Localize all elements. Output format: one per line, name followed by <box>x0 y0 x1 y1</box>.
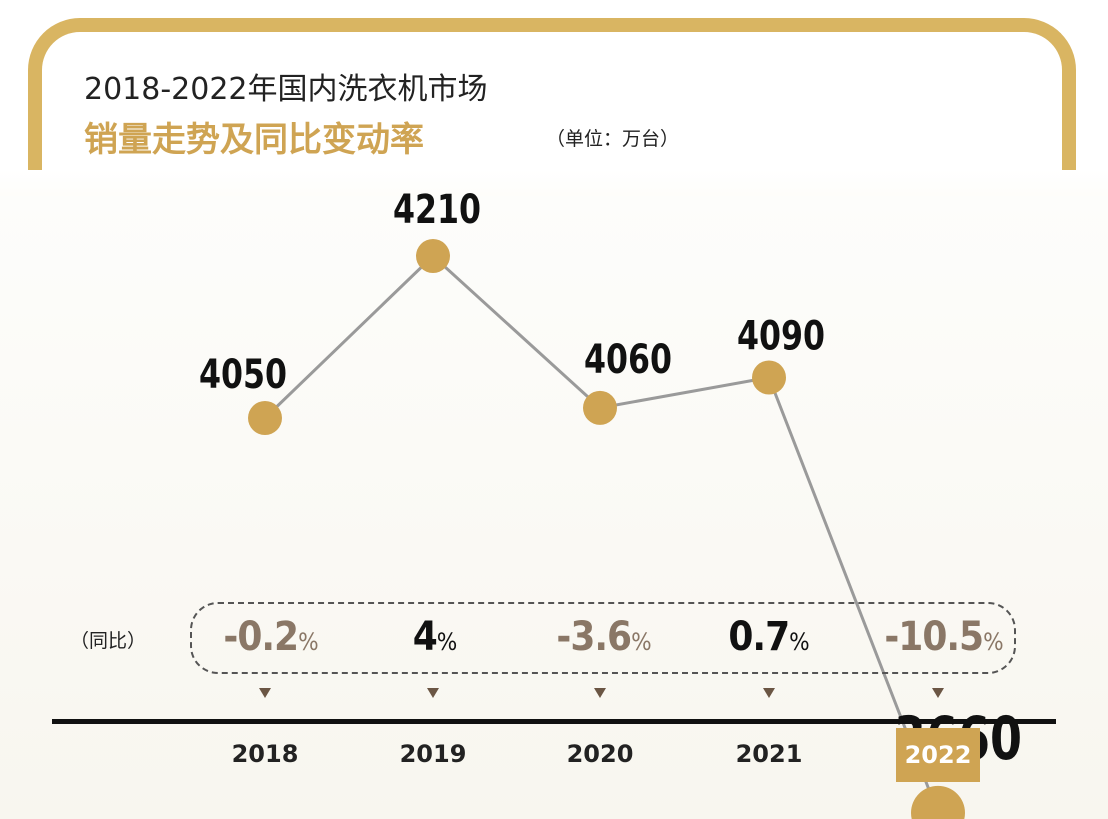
x-tick-label: 2021 <box>735 740 803 768</box>
chart-title: 2018-2022年国内洗衣机市场 <box>84 72 488 107</box>
x-axis-line <box>52 719 1056 724</box>
down-triangle-icon <box>932 688 944 698</box>
yoy-percent-sign: % <box>436 628 458 656</box>
yoy-percent-sign: % <box>789 628 810 656</box>
down-triangle-icon <box>763 688 775 698</box>
chart-panel <box>0 196 1108 819</box>
data-point <box>752 360 786 395</box>
yoy-label: （同比） <box>70 630 147 652</box>
yoy-box <box>190 602 1016 674</box>
yoy-number: 4 <box>412 614 438 660</box>
yoy-number: -0.2 <box>223 614 299 660</box>
yoy-value: 4% <box>355 614 515 660</box>
down-triangle-icon <box>259 688 271 698</box>
x-tick-label: 2019 <box>399 740 467 768</box>
x-tick-label: 2022 <box>896 728 980 782</box>
data-label: 4050 <box>199 352 287 398</box>
data-point <box>248 401 282 435</box>
down-triangle-icon <box>427 688 439 698</box>
data-point <box>911 785 965 819</box>
yoy-value: -3.6% <box>524 614 684 660</box>
unit-label: （单位：万台） <box>546 128 680 150</box>
yoy-number: 0.7 <box>728 614 790 660</box>
down-triangle-icon <box>594 688 606 698</box>
yoy-number: -3.6 <box>556 614 632 660</box>
x-tick-label: 2020 <box>566 740 634 768</box>
data-label: 4210 <box>393 187 481 233</box>
yoy-value: -0.2% <box>191 614 351 660</box>
yoy-value: 0.7% <box>689 614 849 660</box>
data-label: 4060 <box>584 337 672 383</box>
data-label: 4090 <box>737 314 825 360</box>
yoy-percent-sign: % <box>298 628 319 656</box>
yoy-number: -10.5 <box>884 614 984 660</box>
yoy-percent-sign: % <box>631 628 652 656</box>
yoy-percent-sign: % <box>983 628 1004 656</box>
data-point <box>416 239 450 273</box>
chart-subtitle: 销量走势及同比变动率 <box>84 120 424 160</box>
x-tick-label: 2018 <box>231 740 299 768</box>
data-point <box>583 390 617 425</box>
yoy-value: -10.5% <box>864 614 1024 660</box>
